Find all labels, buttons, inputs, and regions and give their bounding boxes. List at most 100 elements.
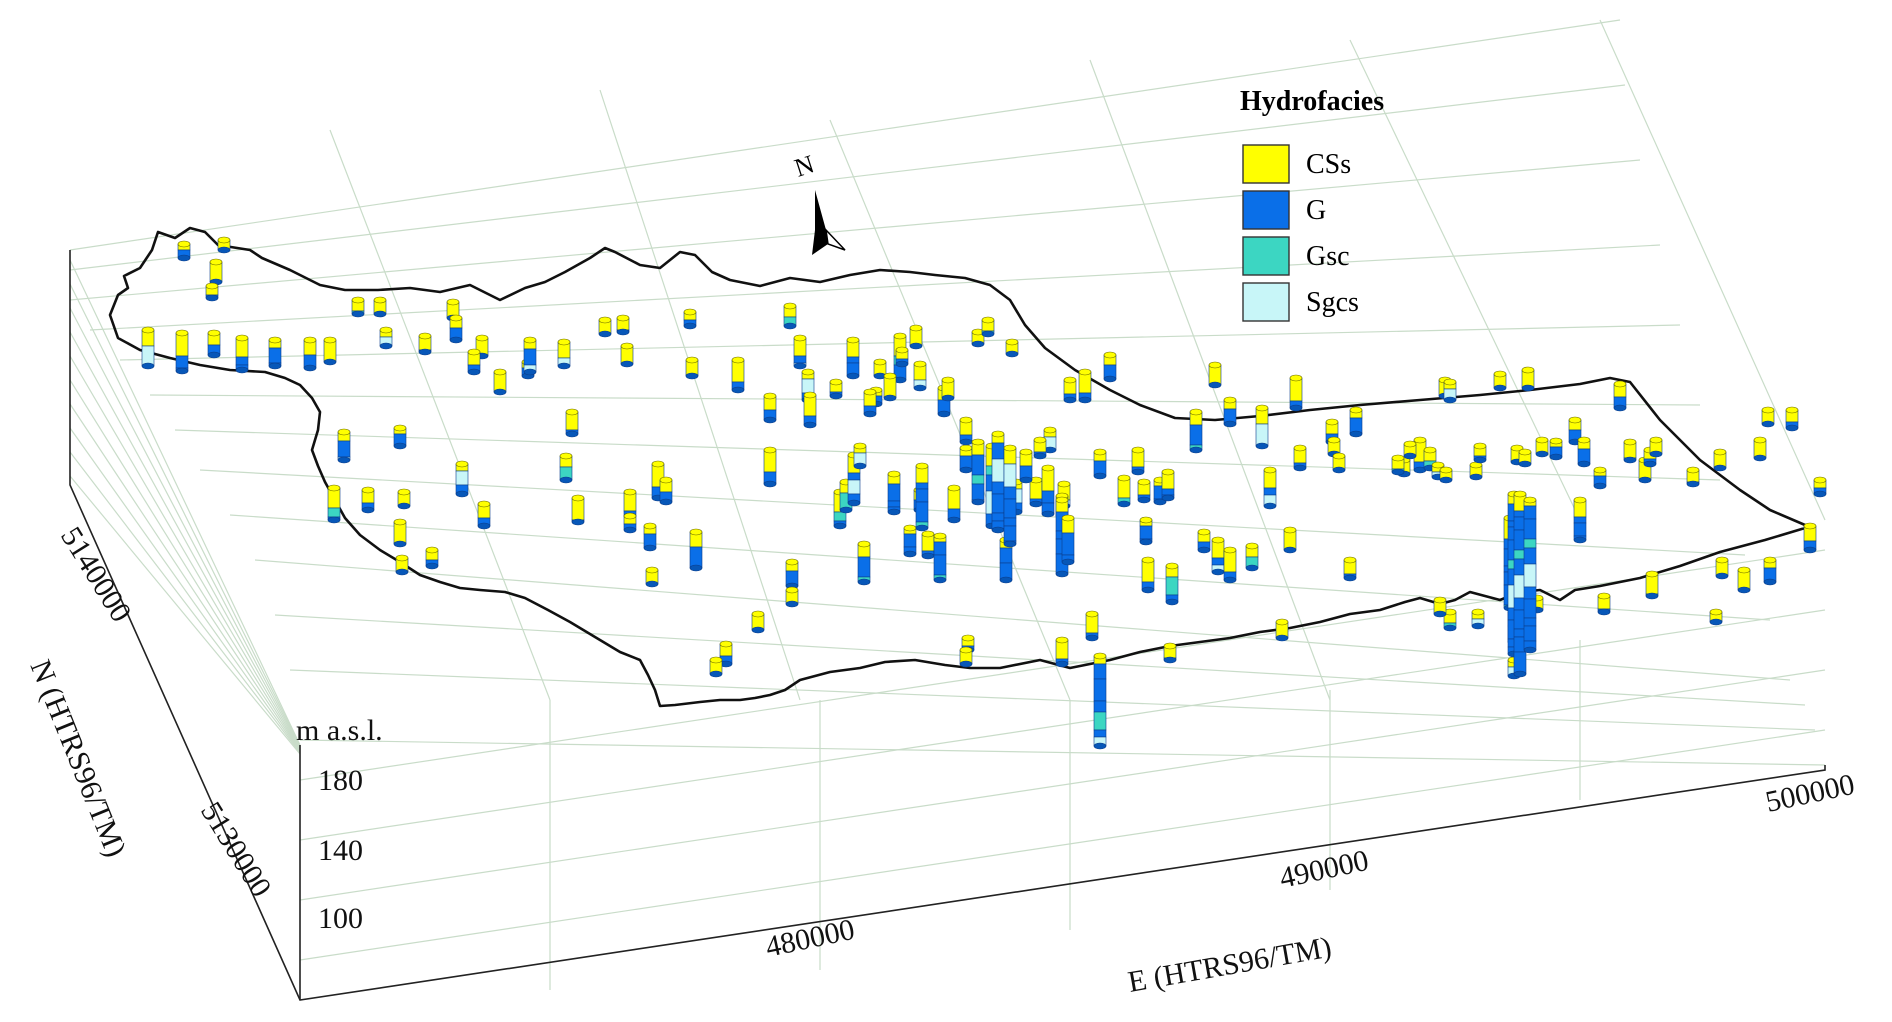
borehole-column <box>1403 440 1417 460</box>
borehole-column <box>1005 338 1019 358</box>
borehole-column <box>1597 592 1611 616</box>
borehole-column <box>1208 361 1222 389</box>
z-tick-label: 140 <box>318 834 363 867</box>
borehole-column <box>1131 446 1145 476</box>
borehole-column <box>1763 556 1777 586</box>
borehole-column <box>1141 556 1155 594</box>
borehole-column <box>559 452 573 484</box>
borehole-column <box>1785 406 1799 432</box>
borehole-column <box>425 546 439 570</box>
axis-labels: 480000 490000 500000 E (HTRS96/TM) 5140000 51… <box>24 521 1858 999</box>
borehole-column <box>141 326 155 370</box>
borehole-column <box>379 326 393 350</box>
y-tick-label: 5130000 <box>194 796 278 903</box>
borehole-column <box>971 438 985 506</box>
borehole-column <box>1137 478 1151 504</box>
borehole-column <box>393 424 407 450</box>
legend-swatch-gsc <box>1242 236 1290 276</box>
axes-box <box>69 250 1826 1001</box>
borehole-column <box>959 646 973 668</box>
borehole-column <box>1289 374 1303 412</box>
borehole-column <box>1593 466 1607 490</box>
borehole-columns <box>141 236 1827 750</box>
x-tick-label: 500000 <box>1763 768 1858 819</box>
borehole-column <box>1223 546 1237 584</box>
borehole-column <box>1439 466 1453 484</box>
borehole-column <box>651 460 665 502</box>
borehole-column <box>921 530 935 560</box>
borehole-column <box>1041 464 1055 518</box>
borehole-column <box>351 296 365 318</box>
borehole-column <box>991 430 1005 534</box>
x-tick-label: 480000 <box>763 913 858 964</box>
legend-label-g: G <box>1306 195 1326 226</box>
borehole-column <box>1211 536 1225 576</box>
borehole-column <box>863 388 877 418</box>
borehole-column <box>323 336 337 366</box>
legend-swatch-css <box>1242 144 1290 184</box>
borehole-column <box>1649 436 1663 458</box>
borehole-column <box>616 314 630 336</box>
borehole-column <box>477 500 491 530</box>
borehole-column <box>1189 408 1203 454</box>
borehole-column <box>1521 366 1535 392</box>
borehole-column <box>1686 466 1700 488</box>
borehole-column <box>467 348 481 376</box>
y-axis-label: N (HTRS96/TM) <box>24 655 133 861</box>
borehole-column <box>689 528 703 572</box>
borehole-column <box>1573 496 1587 544</box>
borehole-column <box>883 372 897 402</box>
borehole-column <box>1761 406 1775 428</box>
borehole-column <box>1433 596 1447 618</box>
borehole-column <box>1613 380 1627 412</box>
legend-title: Hydrofacies <box>1240 86 1384 117</box>
borehole-column <box>557 338 571 370</box>
borehole-column <box>175 329 189 375</box>
borehole-column <box>623 512 637 534</box>
x-tick-label: 490000 <box>1277 844 1372 895</box>
borehole-column <box>959 416 973 446</box>
legend-label-css: CSs <box>1306 149 1351 180</box>
borehole-column <box>1715 556 1729 580</box>
borehole-column <box>1275 618 1289 642</box>
borehole-column <box>1803 522 1817 554</box>
borehole-column <box>1061 514 1075 566</box>
borehole-column <box>523 336 537 376</box>
borehole-column <box>959 444 973 474</box>
borehole-column <box>751 610 765 634</box>
borehole-column <box>1283 526 1297 554</box>
y-tick-label: 5140000 <box>54 521 138 628</box>
borehole-column <box>981 316 995 338</box>
borehole-column <box>1003 444 1017 548</box>
borehole-column <box>1332 452 1346 474</box>
borehole-column <box>857 540 871 586</box>
borehole-column <box>947 484 961 524</box>
borehole-column <box>1518 448 1532 468</box>
borehole-column <box>397 488 411 510</box>
borehole-column <box>873 358 887 380</box>
borehole-column <box>731 356 745 394</box>
borehole-column <box>1019 448 1033 484</box>
borehole-column <box>1343 556 1357 582</box>
borehole-column <box>659 476 673 506</box>
north-arrow-icon: N <box>791 149 846 255</box>
borehole-column <box>1813 476 1827 498</box>
legend-swatch-sgcs <box>1242 282 1290 322</box>
borehole-column <box>846 336 860 380</box>
borehole-column <box>971 328 985 348</box>
borehole-column <box>217 236 231 254</box>
borehole-column <box>1391 454 1405 476</box>
borehole-column <box>620 342 634 368</box>
borehole-column <box>207 329 221 359</box>
borehole-column <box>1513 490 1527 678</box>
borehole-column <box>177 240 191 262</box>
borehole-column <box>903 524 917 558</box>
borehole-column <box>303 336 317 372</box>
borehole-column <box>1255 404 1269 450</box>
borehole-column <box>1163 642 1177 664</box>
borehole-column <box>1263 466 1277 510</box>
borehole-column <box>909 324 923 350</box>
grid-lines <box>69 19 1826 990</box>
borehole-column <box>1139 516 1153 546</box>
borehole-column <box>1165 562 1179 606</box>
